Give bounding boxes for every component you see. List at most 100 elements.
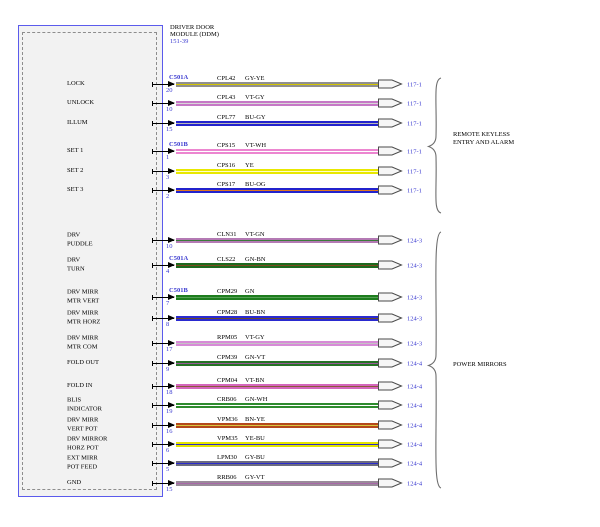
module-header: DRIVER DOOR MODULE (DDM) 151-39: [170, 24, 219, 45]
circuit-id: RRB06: [217, 473, 237, 481]
pin-lead-line: [152, 297, 174, 298]
page-reference: 117-1: [407, 120, 422, 127]
pin-lead-line: [152, 151, 174, 152]
page-reference: 124-3: [407, 340, 423, 347]
wire: [176, 237, 378, 243]
pin-number: 18: [166, 388, 173, 396]
pin-lead-line: [152, 84, 174, 85]
module-pin-label: DRV MIRR MTR COM: [67, 334, 99, 351]
pin-number: 19: [166, 407, 173, 415]
pin-lead-line: [152, 483, 174, 484]
wire-color-code: GY-BU: [245, 453, 265, 461]
module-pin-label: SET 1: [67, 146, 84, 154]
page-reference: 124-3: [407, 315, 423, 322]
circuit-id: CPS15: [217, 141, 236, 149]
wire-color-code: GN-VT: [245, 353, 266, 361]
pin-lead-line: [152, 463, 174, 464]
wire-color-code: VT-WH: [245, 141, 267, 149]
circuit-id: CPM28: [217, 308, 238, 316]
circuit-id: CPM04: [217, 376, 238, 384]
pin-lead-line: [152, 343, 174, 344]
page-reference: 124-4: [407, 422, 423, 429]
page-reference: 117-1: [407, 187, 422, 194]
pin-arrow-icon: [168, 81, 175, 87]
pin-lead-line: [152, 386, 174, 387]
wire-color-code: BU-OG: [245, 180, 266, 188]
pin-lead-line: [152, 405, 174, 406]
page-reference: 124-4: [407, 383, 423, 390]
wire: [176, 340, 378, 346]
page-reference: 124-4: [407, 360, 423, 367]
circuit-id: RPM05: [217, 333, 238, 341]
module-pin-label: GND: [67, 478, 82, 486]
page-reference: 124-4: [407, 402, 423, 409]
wire-color-code: VT-BN: [245, 376, 265, 384]
inline-connector-icon: [378, 313, 403, 323]
page-reference: 124-3: [407, 294, 423, 301]
pin-number: 2: [166, 192, 170, 200]
module-box: [18, 25, 163, 497]
inline-connector-icon: [378, 439, 403, 449]
pin-arrow-icon: [168, 187, 175, 193]
pin-arrow-icon: [168, 315, 175, 321]
pin-arrow-icon: [168, 148, 175, 154]
inline-connector-icon: [378, 185, 403, 195]
wire-color-code: YE: [245, 161, 254, 169]
inline-connector-icon: [378, 458, 403, 468]
module-pin-label: FOLD IN: [67, 381, 93, 389]
circuit-id: VPM35: [217, 434, 238, 442]
module-pin-label: SET 2: [67, 166, 84, 174]
inline-connector-icon: [378, 478, 403, 488]
pin-arrow-icon: [168, 422, 175, 428]
pin-lead-line: [152, 123, 174, 124]
pin-number: 10: [166, 105, 173, 113]
group-label-remote-keyless: REMOTE KEYLESS ENTRY AND ALARM: [453, 131, 515, 146]
module-pin-label: SET 3: [67, 185, 84, 193]
wire: [176, 120, 378, 126]
pin-number: 16: [166, 427, 173, 435]
module-pin-label: DRV MIRR MTR VERT: [67, 288, 100, 305]
circuit-id: CLN31: [217, 230, 237, 238]
wire: [176, 360, 378, 366]
wire-color-code: VT-GN: [245, 230, 265, 238]
pin-arrow-icon: [168, 168, 175, 174]
module-pin-label: DRV MIRR MTR HORZ: [67, 309, 101, 326]
wire: [176, 460, 378, 466]
inline-connector-icon: [378, 358, 403, 368]
pin-arrow-icon: [168, 441, 175, 447]
wire: [176, 81, 378, 87]
connector-label: C501A: [169, 255, 189, 262]
circuit-id: CPL43: [217, 93, 236, 101]
pin-lead-line: [152, 318, 174, 319]
brace-remote-keyless: [426, 77, 442, 214]
circuit-id: LPM30: [217, 453, 237, 461]
pin-number: 10: [166, 242, 173, 250]
module-pin-label: FOLD OUT: [67, 358, 99, 366]
wire: [176, 402, 378, 408]
circuit-id: CPL77: [217, 113, 236, 121]
pin-number: 20: [166, 86, 173, 94]
wire-color-code: GN-BN: [245, 255, 266, 263]
wire-color-code: VT-GY: [245, 93, 265, 101]
module-pin-label: UNLOCK: [67, 98, 95, 106]
wire-color-code: GY-VT: [245, 473, 265, 481]
module-pin-label: EXT MIRR POT FEED: [67, 454, 98, 471]
inline-connector-icon: [378, 118, 403, 128]
pin-number: 4: [166, 267, 170, 275]
pin-arrow-icon: [168, 120, 175, 126]
inline-connector-icon: [378, 146, 403, 156]
module-page-ref: 151-39: [170, 38, 189, 45]
wire: [176, 422, 378, 428]
pin-number: 6: [166, 446, 170, 454]
pin-number: 15: [166, 485, 173, 493]
page-reference: 124-4: [407, 441, 423, 448]
module-pin-label: BLIS INDICATOR: [67, 396, 102, 413]
pin-arrow-icon: [168, 237, 175, 243]
pin-number: 8: [166, 320, 170, 328]
wire-color-code: YE-BU: [245, 434, 265, 442]
page-reference: 124-4: [407, 480, 423, 487]
page-reference: 117-1: [407, 148, 422, 155]
page-reference: 117-1: [407, 100, 422, 107]
